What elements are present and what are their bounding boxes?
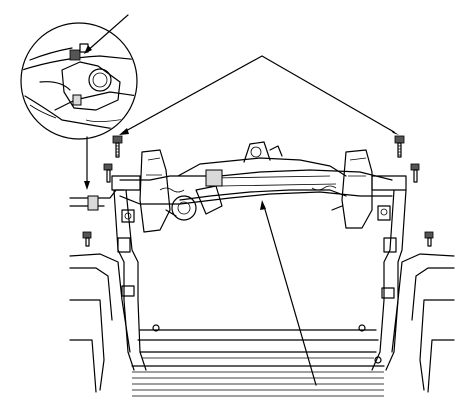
detail-inset — [20, 22, 138, 190]
callout-bolt-right — [261, 55, 395, 133]
bolt-icon — [394, 135, 405, 158]
lower-support — [131, 324, 385, 397]
crossmember — [119, 141, 393, 233]
callout-arrows — [84, 14, 399, 386]
bolt-icon — [424, 231, 434, 247]
left-frame-bracket — [69, 175, 147, 371]
bolt-icon — [410, 163, 420, 183]
callout-bolt-left — [123, 55, 263, 133]
callout-crossmember — [263, 205, 317, 386]
right-frame-bracket — [371, 175, 407, 371]
bolt-icon — [82, 231, 92, 247]
bolt-icon — [112, 135, 123, 158]
callout-detail-inset — [85, 14, 129, 53]
body-panels — [69, 253, 455, 393]
bolt-icon — [103, 163, 113, 183]
